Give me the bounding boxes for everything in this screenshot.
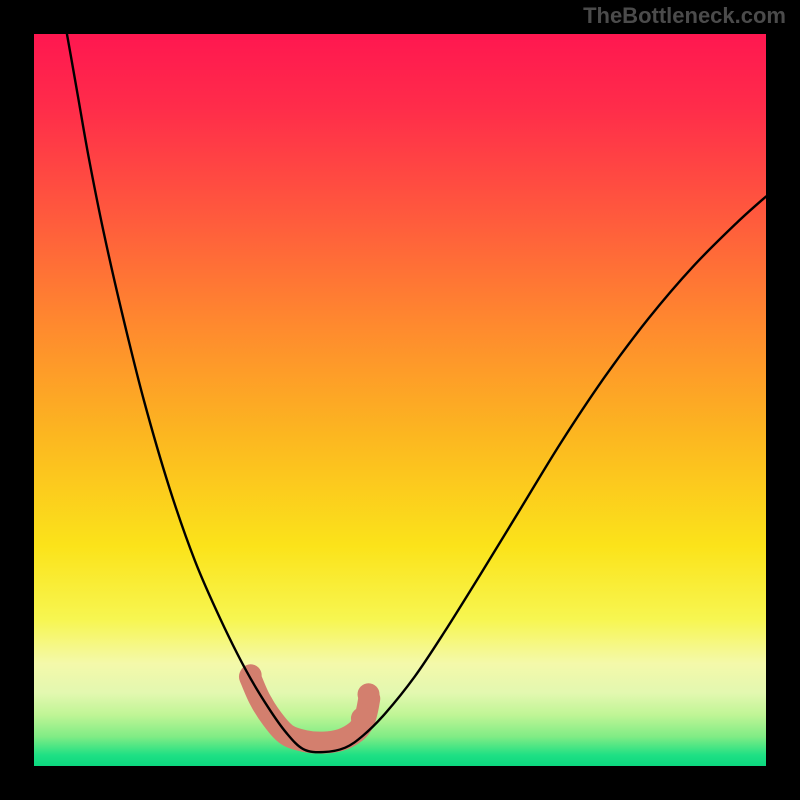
marker-dot xyxy=(240,664,262,686)
marker-dot xyxy=(351,707,373,729)
marker-dot xyxy=(358,683,380,705)
chart-card: TheBottleneck.com xyxy=(0,0,800,800)
watermark-text: TheBottleneck.com xyxy=(583,3,786,29)
curve-layer xyxy=(0,0,800,800)
bottleneck-curve xyxy=(67,34,766,752)
